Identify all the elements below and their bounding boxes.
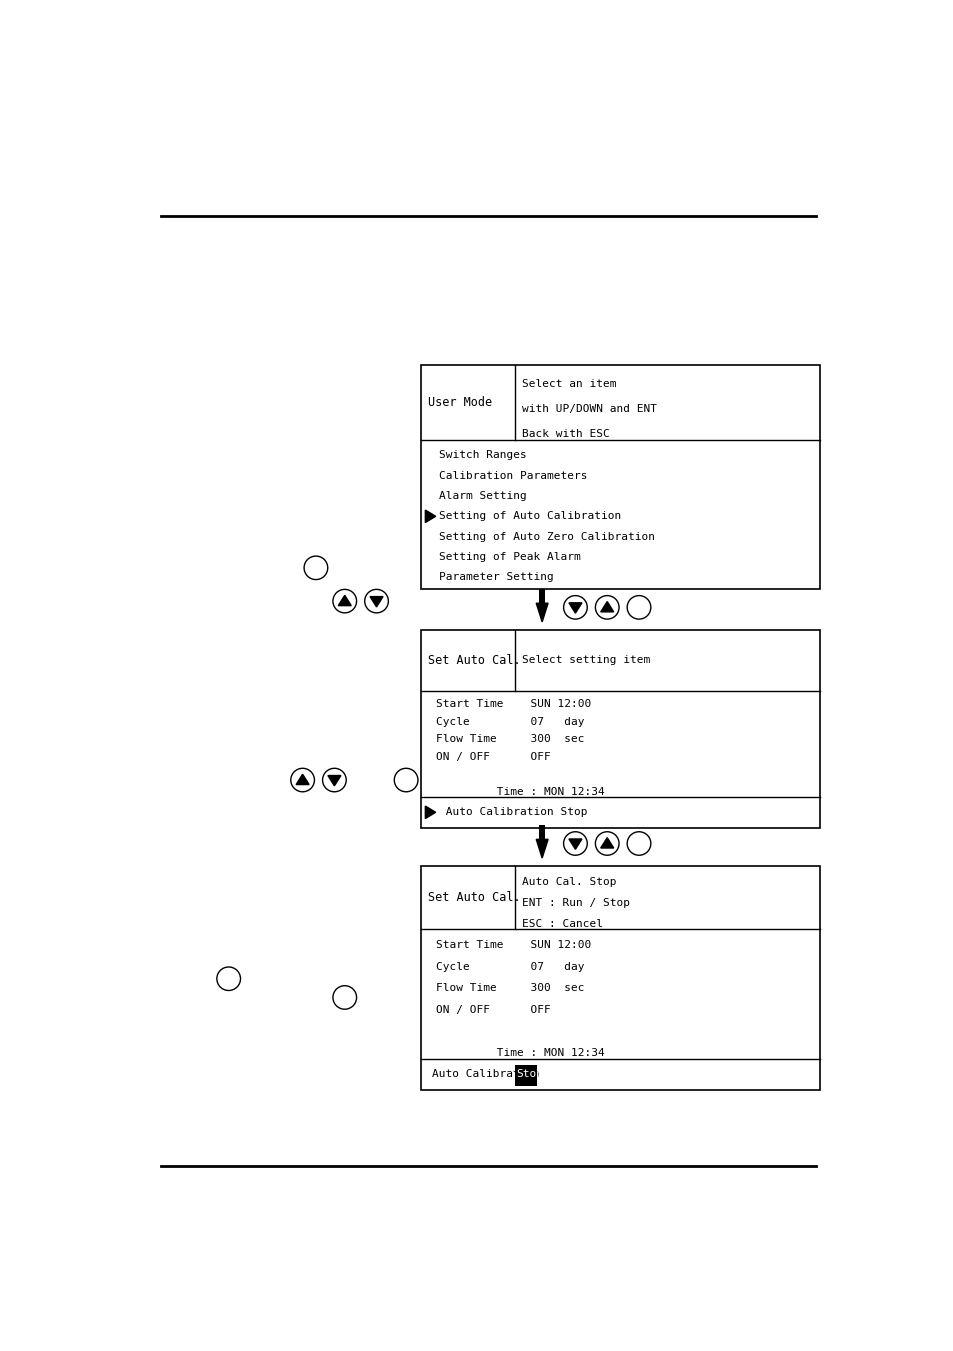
Ellipse shape: [563, 832, 587, 855]
Text: Cycle         07   day: Cycle 07 day: [436, 962, 583, 971]
Text: Time : MON 12:34: Time : MON 12:34: [436, 788, 604, 797]
Text: Set Auto Cal.: Set Auto Cal.: [428, 892, 520, 904]
Ellipse shape: [626, 832, 650, 855]
Bar: [538, 589, 544, 603]
Polygon shape: [536, 839, 547, 858]
Text: Back with ESC: Back with ESC: [521, 428, 609, 439]
Polygon shape: [295, 774, 309, 785]
Ellipse shape: [333, 589, 356, 613]
Text: Select an item: Select an item: [521, 378, 616, 389]
Polygon shape: [338, 596, 351, 605]
Ellipse shape: [394, 769, 417, 792]
Text: User Mode: User Mode: [428, 396, 492, 409]
Text: Auto Calibration: Auto Calibration: [432, 1070, 546, 1079]
Polygon shape: [600, 601, 613, 612]
Ellipse shape: [626, 596, 650, 619]
Text: ENT : Run / Stop: ENT : Run / Stop: [521, 898, 630, 908]
Text: Alarm Setting: Alarm Setting: [438, 490, 526, 501]
Bar: [538, 824, 544, 839]
Text: Flow Time     300  sec: Flow Time 300 sec: [436, 734, 583, 744]
Text: Setting of Auto Calibration: Setting of Auto Calibration: [438, 511, 620, 521]
Text: Auto Cal. Stop: Auto Cal. Stop: [521, 877, 616, 888]
Ellipse shape: [364, 589, 388, 613]
Polygon shape: [425, 511, 436, 523]
Bar: [420, 365, 820, 589]
Polygon shape: [328, 775, 340, 786]
Bar: [420, 866, 820, 1090]
Text: Switch Ranges: Switch Ranges: [438, 450, 526, 461]
Ellipse shape: [333, 986, 356, 1009]
Text: Flow Time     300  sec: Flow Time 300 sec: [436, 984, 583, 993]
Text: Select setting item: Select setting item: [521, 655, 650, 666]
Ellipse shape: [291, 769, 314, 792]
Polygon shape: [600, 838, 613, 848]
Text: Parameter Setting: Parameter Setting: [438, 573, 553, 582]
Polygon shape: [536, 603, 547, 621]
Text: Setting of Auto Zero Calibration: Setting of Auto Zero Calibration: [438, 532, 654, 542]
Ellipse shape: [304, 557, 328, 580]
Text: Setting of Peak Alarm: Setting of Peak Alarm: [438, 553, 579, 562]
Bar: [420, 630, 820, 828]
Text: ON / OFF      OFF: ON / OFF OFF: [436, 753, 550, 762]
Text: Time : MON 12:34: Time : MON 12:34: [436, 1048, 604, 1058]
Text: Start Time    SUN 12:00: Start Time SUN 12:00: [436, 698, 590, 709]
Bar: [515, 1065, 537, 1086]
Ellipse shape: [595, 596, 618, 619]
Polygon shape: [568, 839, 581, 850]
Text: Cycle         07   day: Cycle 07 day: [436, 716, 583, 727]
Polygon shape: [568, 603, 581, 613]
Text: Set Auto Cal.: Set Auto Cal.: [428, 654, 520, 667]
Ellipse shape: [216, 967, 240, 990]
Text: Calibration Parameters: Calibration Parameters: [438, 470, 586, 481]
Text: with UP/DOWN and ENT: with UP/DOWN and ENT: [521, 404, 657, 413]
Text: Auto Calibration Stop: Auto Calibration Stop: [438, 808, 586, 817]
Text: ESC : Cancel: ESC : Cancel: [521, 919, 602, 928]
Text: ON / OFF      OFF: ON / OFF OFF: [436, 1005, 550, 1015]
Polygon shape: [370, 597, 383, 607]
Polygon shape: [425, 807, 436, 819]
Ellipse shape: [595, 832, 618, 855]
Ellipse shape: [322, 769, 346, 792]
Ellipse shape: [563, 596, 587, 619]
Text: Stop: Stop: [517, 1070, 543, 1079]
Text: Start Time    SUN 12:00: Start Time SUN 12:00: [436, 940, 590, 950]
